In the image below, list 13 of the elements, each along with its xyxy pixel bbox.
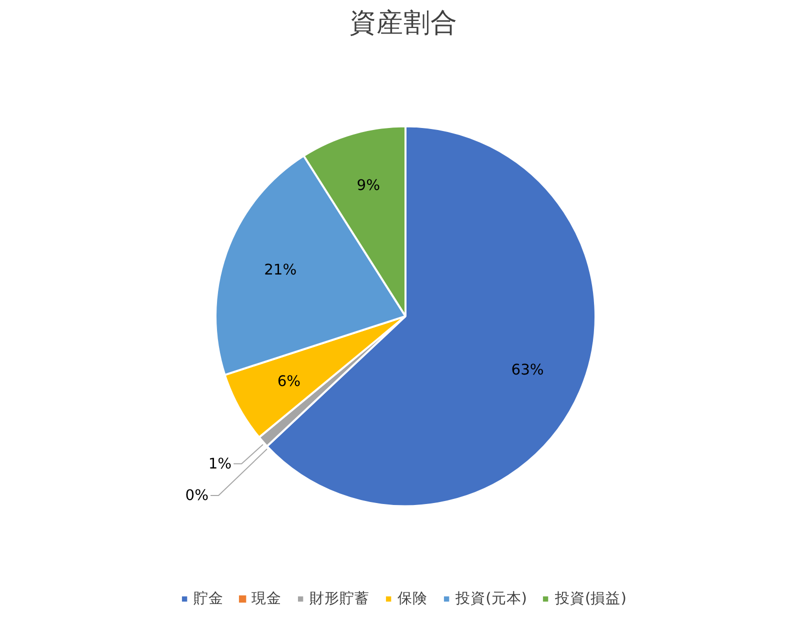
- text: 0%: [185, 487, 209, 504]
- chart-title: 資産割合: [350, 8, 458, 38]
- legend-label: 財形貯蓄: [310, 589, 370, 608]
- data-label: 6%: [277, 373, 301, 390]
- legend-label: 貯金: [194, 589, 224, 608]
- legend-label: 保険: [398, 589, 428, 608]
- data-label: 9%: [356, 177, 380, 194]
- data-label: 63%: [511, 362, 544, 379]
- data-label: 1%: [208, 455, 232, 472]
- legend-label: 投資(元本): [456, 589, 527, 608]
- data-label: 21%: [264, 262, 297, 279]
- legend-label: 投資(損益): [555, 589, 626, 608]
- legend-label: 現金: [252, 589, 282, 608]
